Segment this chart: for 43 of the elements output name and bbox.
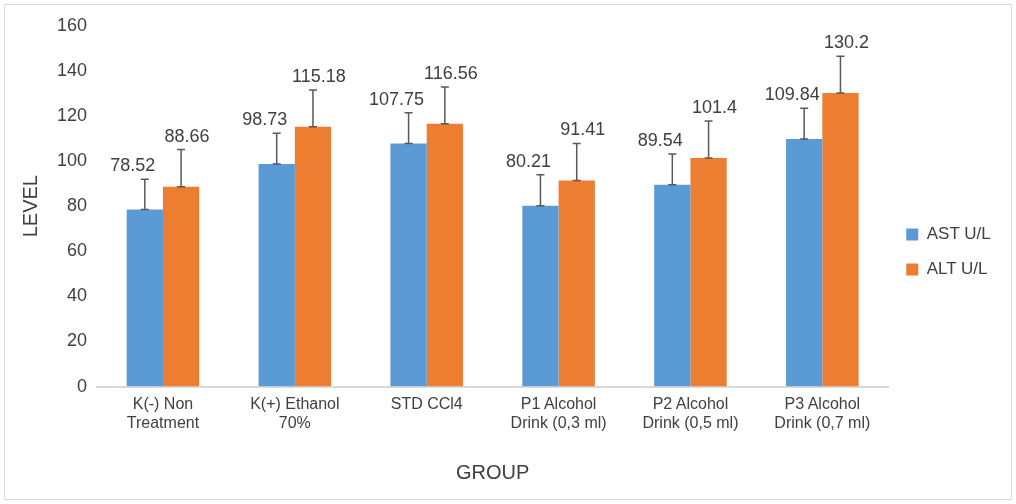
x-tick-label: P2 Alcohol Drink (0,5 ml) xyxy=(642,394,739,431)
data-label: 101.4 xyxy=(692,96,738,117)
x-tick-label: P3 Alcohol Drink (0,7 ml) xyxy=(774,394,871,431)
y-tick-label: 80 xyxy=(67,195,88,216)
bar xyxy=(822,93,859,387)
legend-label: AST U/L xyxy=(926,224,991,244)
x-tick-label: STD CCl4 xyxy=(390,394,463,412)
bar xyxy=(258,163,295,387)
bar xyxy=(390,143,427,387)
bar xyxy=(654,184,691,387)
bar xyxy=(426,123,463,387)
y-tick-label: 120 xyxy=(56,104,88,125)
y-axis-title: LEVEL xyxy=(18,175,41,238)
data-label: 109.84 xyxy=(764,84,820,105)
y-tick-label: 140 xyxy=(56,59,88,80)
data-label: 80.21 xyxy=(505,150,551,171)
y-tick-label: 0 xyxy=(77,375,88,396)
x-axis-title: GROUP xyxy=(455,460,530,483)
bar xyxy=(786,138,823,387)
data-label: 89.54 xyxy=(637,129,683,150)
data-label: 88.66 xyxy=(164,125,210,146)
bar xyxy=(558,180,595,387)
legend-label: ALT U/L xyxy=(926,259,988,279)
data-label: 78.52 xyxy=(110,155,156,176)
data-label: 130.2 xyxy=(823,32,869,53)
data-label: 98.73 xyxy=(242,109,288,130)
x-tick-label: P1 Alcohol Drink (0,3 ml) xyxy=(510,394,607,431)
data-label: 116.56 xyxy=(423,62,478,83)
data-label: 107.75 xyxy=(369,88,425,109)
bar xyxy=(690,157,727,387)
y-tick-label: 60 xyxy=(67,240,88,261)
x-tick-label: K(-) Non Treatment xyxy=(126,394,200,431)
bar xyxy=(126,209,163,387)
y-tick-label: 160 xyxy=(56,14,88,35)
bar xyxy=(162,186,200,387)
data-label: 91.41 xyxy=(560,119,606,140)
y-tick-label: 100 xyxy=(56,150,88,171)
bar xyxy=(294,126,332,387)
x-tick-label: K(+) Ethanol 70% xyxy=(250,394,340,431)
y-tick-label: 40 xyxy=(67,285,88,306)
y-tick-label: 20 xyxy=(67,330,88,351)
bar xyxy=(522,205,559,387)
data-label: 115.18 xyxy=(292,66,346,87)
